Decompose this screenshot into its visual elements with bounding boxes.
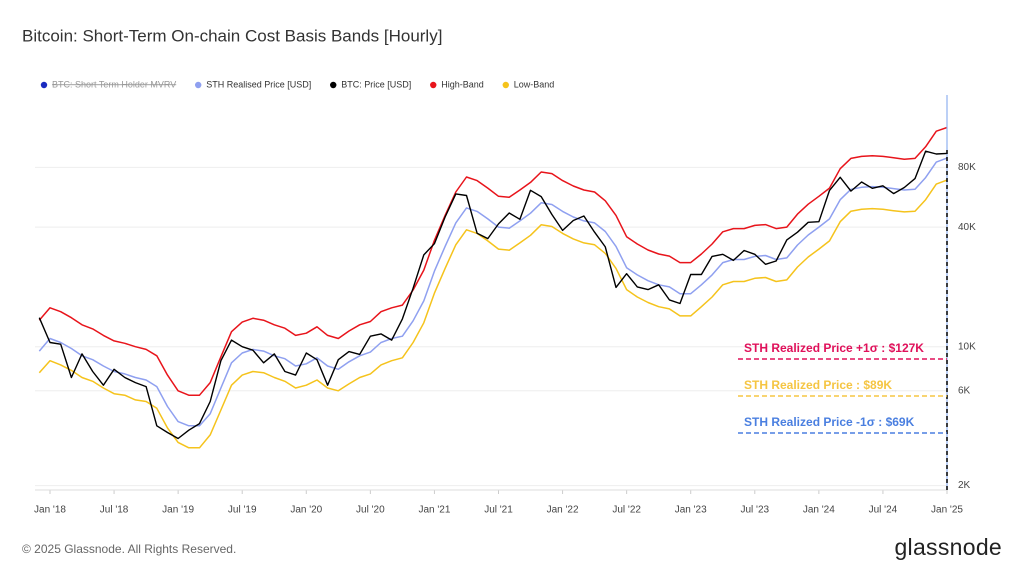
x-tick-label: Jul '19 [228,505,257,516]
x-tick-label: Jan '18 [34,505,66,516]
annotation-text: STH Realized Price +1σ : $127K [744,341,924,355]
legend-label: BTC: Price [USD] [341,79,411,89]
y-tick-label: 10K [958,341,976,352]
x-tick-label: Jul '23 [740,505,769,516]
plot [38,126,948,449]
series-line [38,150,948,440]
legend-swatch [195,81,202,89]
x-tick-label: Jul '18 [100,505,129,516]
y-tick-label: 6K [958,385,971,396]
x-tick-label: Jan '25 [931,505,963,516]
x-tick-label: Jul '20 [356,505,385,516]
x-tick-label: Jan '20 [290,505,322,516]
annotation-text: STH Realized Price -1σ : $69K [744,415,915,429]
legend-label: BTC: Short Term Holder MVRV [52,79,176,89]
x-tick-label: Jul '24 [869,505,898,516]
legend-swatch [502,81,509,89]
grid [35,166,948,494]
legend-label: STH Realised Price [USD] [206,79,311,89]
chart-title: Bitcoin: Short-Term On-chain Cost Basis … [22,26,442,45]
y-tick-label: 80K [958,162,976,173]
series-line [38,126,948,396]
legend-label: High-Band [441,79,484,89]
legend-swatch [430,81,437,89]
legend-swatch [40,81,48,89]
series-line [38,157,948,427]
x-tick-label: Jul '22 [612,505,641,516]
y-tick-label: 2K [958,480,971,491]
x-tick-label: Jan '21 [418,505,450,516]
annotation-text: STH Realized Price : $89K [744,378,892,392]
brand-logo: glassnode [894,534,1002,560]
x-tick-label: Jan '22 [547,505,579,516]
x-tick-label: Jan '23 [675,505,707,516]
y-tick-label: 40K [958,222,976,233]
legend-swatch [330,81,337,89]
legend-label: Low-Band [514,79,555,89]
x-tick-label: Jan '24 [803,505,835,516]
series-line [38,179,948,449]
x-tick-label: Jul '21 [484,505,513,516]
x-tick-label: Jan '19 [162,505,194,516]
footer: © 2025 Glassnode. All Rights Reserved. [22,542,236,556]
